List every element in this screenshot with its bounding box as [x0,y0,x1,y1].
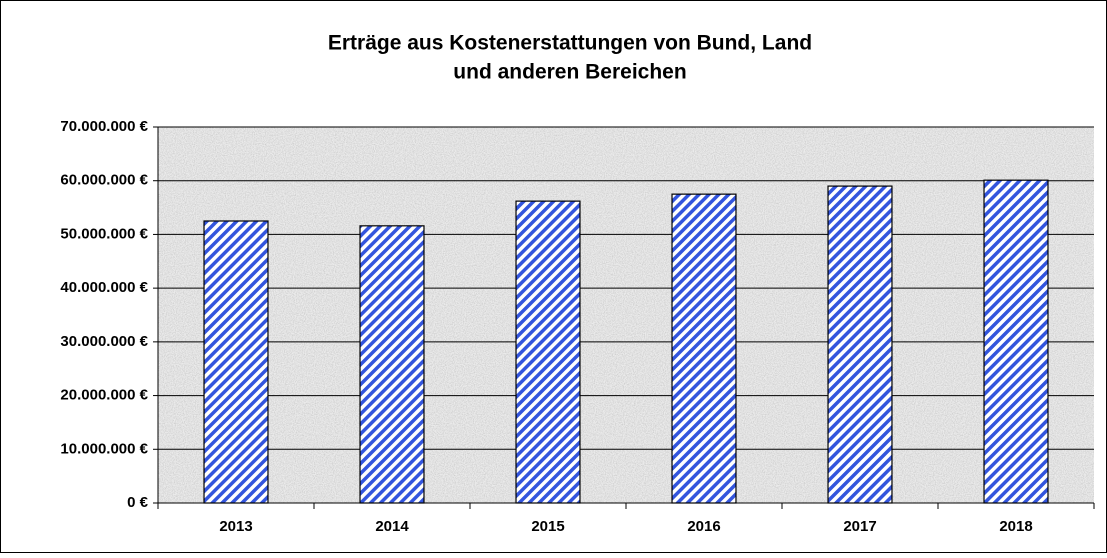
y-tick-label: 30.000.000 € [60,333,148,350]
bar [203,220,269,504]
chart-title: und anderen Bereichen [453,61,686,84]
x-tick-label: 2016 [687,518,720,535]
bar [827,185,893,504]
y-tick-label: 60.000.000 € [60,172,148,189]
bar [671,193,737,504]
y-tick-label: 0 € [127,494,149,511]
x-tick-label: 2014 [375,518,409,535]
y-tick-label: 20.000.000 € [60,387,148,404]
y-tick-label: 10.000.000 € [60,440,148,457]
x-tick-label: 2013 [219,518,252,535]
bar [515,200,581,504]
bar [983,179,1049,504]
x-tick-label: 2015 [531,518,564,535]
y-tick-label: 50.000.000 € [60,225,148,242]
bar [359,225,425,504]
y-tick-label: 40.000.000 € [60,279,148,296]
y-tick-label: 70.000.000 € [60,118,148,135]
x-tick-label: 2018 [999,518,1032,535]
chart-title: Erträge aus Kostenerstattungen von Bund,… [328,32,812,55]
plot-texture [158,127,1094,503]
x-tick-label: 2017 [843,518,876,535]
